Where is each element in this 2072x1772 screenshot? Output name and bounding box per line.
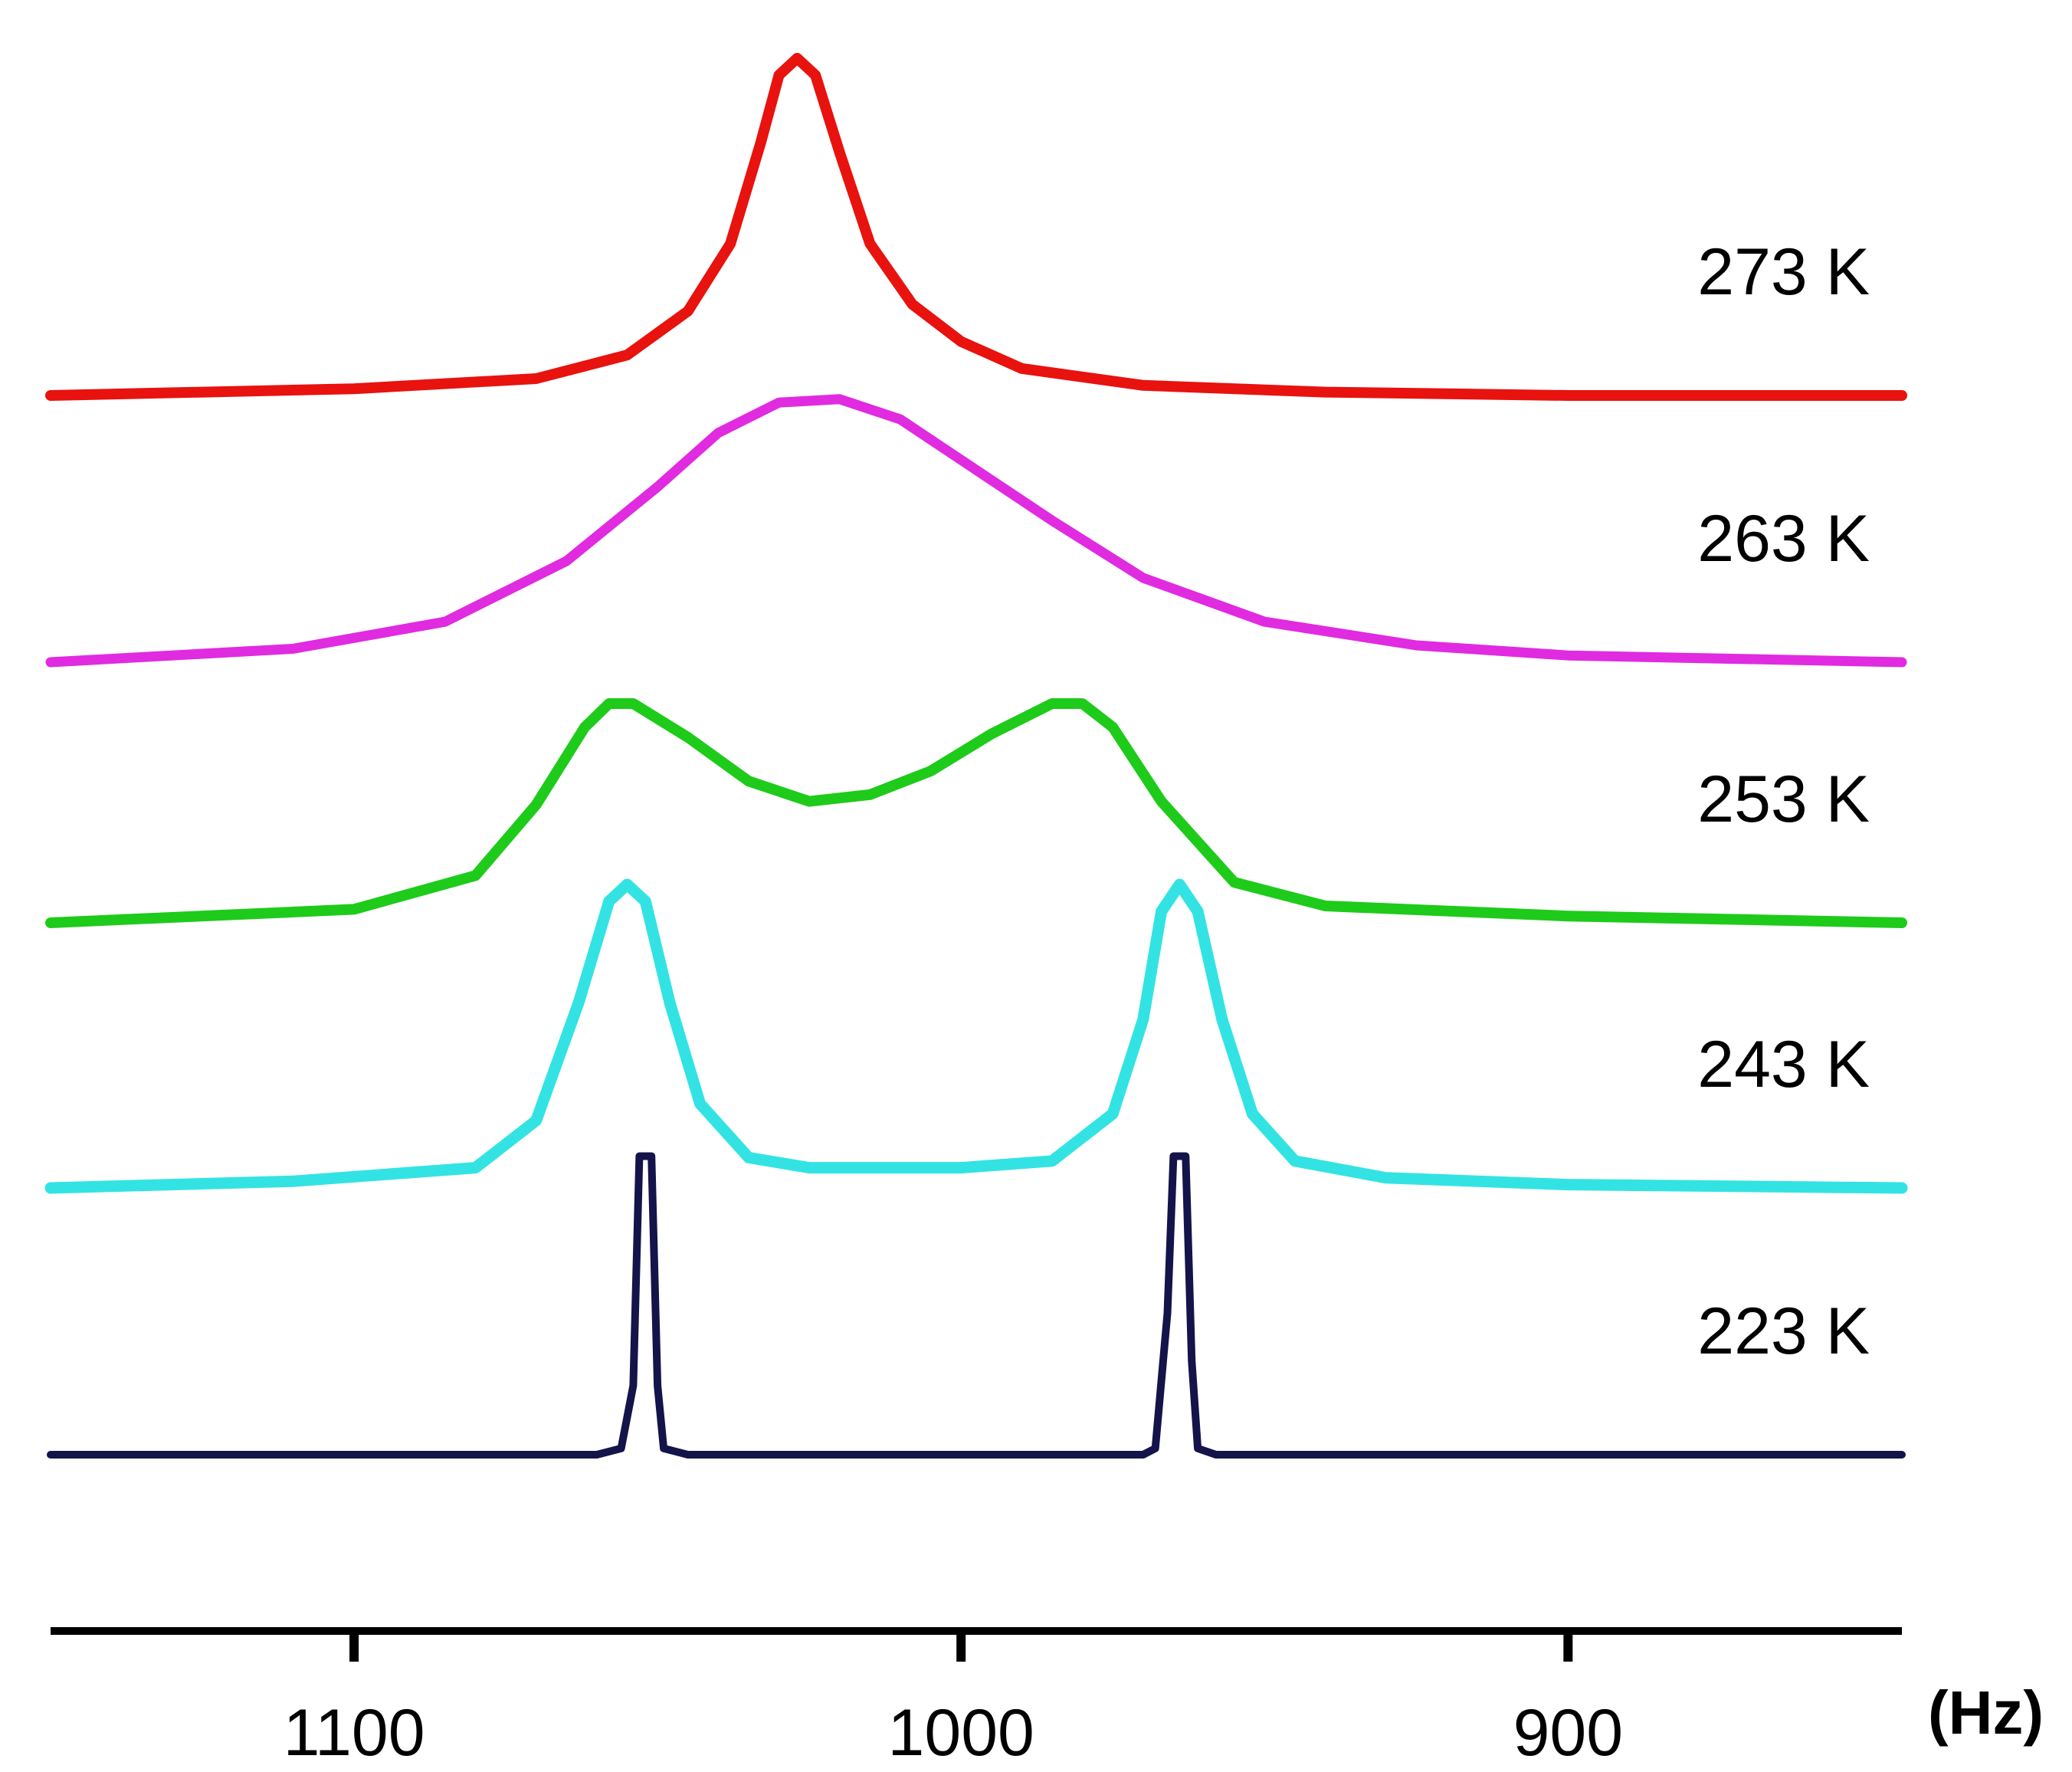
- spectrum-273k: [45, 53, 1907, 401]
- x-axis-ticks: 1100 1000 900: [284, 1631, 1623, 1770]
- x-tick-label-1000: 1000: [888, 1696, 1034, 1770]
- x-tick-label-1100: 1100: [284, 1696, 425, 1770]
- spectrum-traces: [44, 53, 1908, 1459]
- x-tick-label-900: 900: [1513, 1696, 1624, 1770]
- x-axis: 1100 1000 900 (Hz): [51, 1627, 2044, 1770]
- temperature-label-243k: 243 K: [1697, 1028, 1870, 1101]
- temperature-label-273k: 273 K: [1697, 235, 1870, 309]
- spectrum-223k: [47, 1152, 1906, 1459]
- spectrum-243k: [44, 878, 1908, 1194]
- temperature-label-223k: 223 K: [1697, 1295, 1870, 1368]
- temperature-labels: 273 K 263 K 253 K 243 K 223 K: [1697, 235, 1870, 1368]
- x-axis-unit: (Hz): [1928, 1678, 2044, 1747]
- spectrum-263k: [45, 394, 1907, 668]
- temperature-label-253k: 253 K: [1697, 763, 1870, 836]
- spectrum-253k: [45, 698, 1907, 928]
- temperature-label-263k: 263 K: [1697, 502, 1870, 576]
